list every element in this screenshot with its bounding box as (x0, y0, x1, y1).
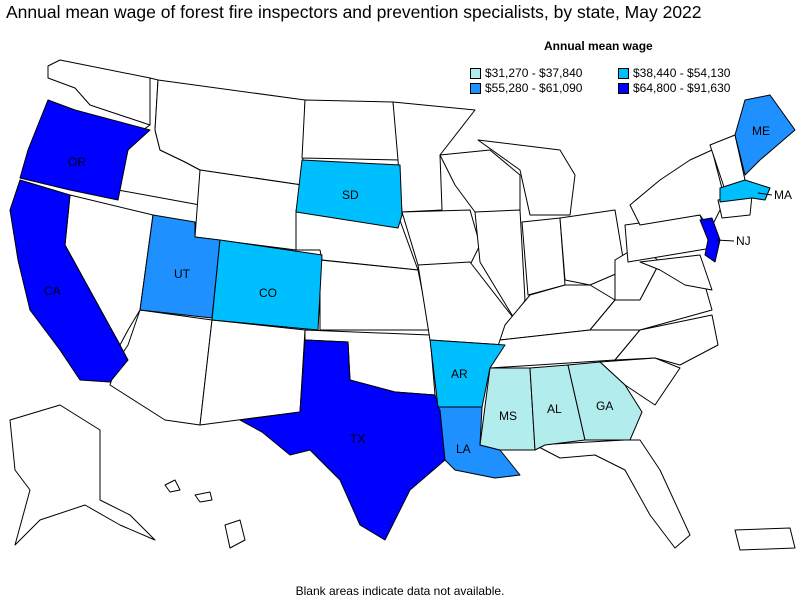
state-OH (559, 209, 626, 286)
state-label-CA: CA (44, 284, 61, 298)
state-MS-shape (479, 367, 536, 451)
state-IN (521, 217, 566, 296)
state-MI (477, 139, 576, 216)
state-AR-shape (429, 339, 506, 408)
state-label-MS: MS (499, 409, 517, 423)
state-label-MA: MA (774, 188, 792, 202)
state-SD-shape (295, 159, 403, 229)
state-AK (9, 404, 156, 546)
state-CA-shape (9, 179, 129, 383)
state-label-AR: AR (451, 367, 468, 381)
state-OR-shape (19, 99, 151, 201)
state-label-NJ: NJ (736, 234, 751, 248)
state-HI (164, 479, 246, 549)
state-NJ-shape (699, 217, 721, 263)
state-KS (319, 259, 431, 331)
state-label-CO: CO (259, 286, 277, 300)
state-label-AL: AL (547, 402, 562, 416)
legend-item-4: $64,800 - $91,630 (618, 81, 730, 95)
state-FL (534, 439, 691, 549)
map-title: Annual mean wage of forest fire inspecto… (6, 2, 702, 22)
state-ME-shape (734, 94, 796, 176)
legend-item-2: $38,440 - $54,130 (618, 66, 730, 80)
state-LA-shape (437, 406, 521, 479)
state-MN (392, 101, 476, 213)
state-label-GA: GA (596, 399, 613, 413)
state-label-SD: SD (342, 188, 359, 202)
legend-swatch-1 (470, 67, 481, 79)
state-MA-shape (719, 179, 771, 203)
state-label-UT: UT (174, 267, 191, 281)
state-NM (199, 319, 306, 426)
state-label-LA: LA (456, 442, 471, 456)
legend-label-1: $31,270 - $37,840 (485, 66, 583, 80)
leader-line-MA (757, 192, 773, 196)
state-AL-shape (529, 364, 586, 451)
state-TX-shape (239, 339, 446, 541)
state-IA (401, 209, 481, 266)
footnote: Blank areas indicate data not available. (295, 584, 505, 598)
state-GA-shape (567, 361, 643, 441)
legend-swatch-4 (618, 82, 629, 94)
legend-item-3: $55,280 - $61,090 (470, 81, 582, 95)
state-CO-shape (211, 239, 323, 331)
state-label-ME: ME (752, 124, 770, 138)
state-label-OR: OR (68, 155, 86, 169)
legend-label-3: $55,280 - $61,090 (485, 81, 583, 95)
state-PR (734, 527, 796, 551)
legend-label-2: $38,440 - $54,130 (633, 66, 731, 80)
state-MD-DE (639, 254, 713, 291)
legend-label-4: $64,800 - $91,630 (633, 81, 731, 95)
legend-title: Annual mean wage (544, 39, 653, 53)
legend-swatch-3 (470, 82, 481, 94)
leader-line-NJ (715, 239, 735, 242)
state-ND (301, 99, 401, 161)
legend-swatch-2 (618, 67, 629, 79)
legend-item-1: $31,270 - $37,840 (470, 66, 582, 80)
state-label-TX: TX (350, 432, 365, 446)
